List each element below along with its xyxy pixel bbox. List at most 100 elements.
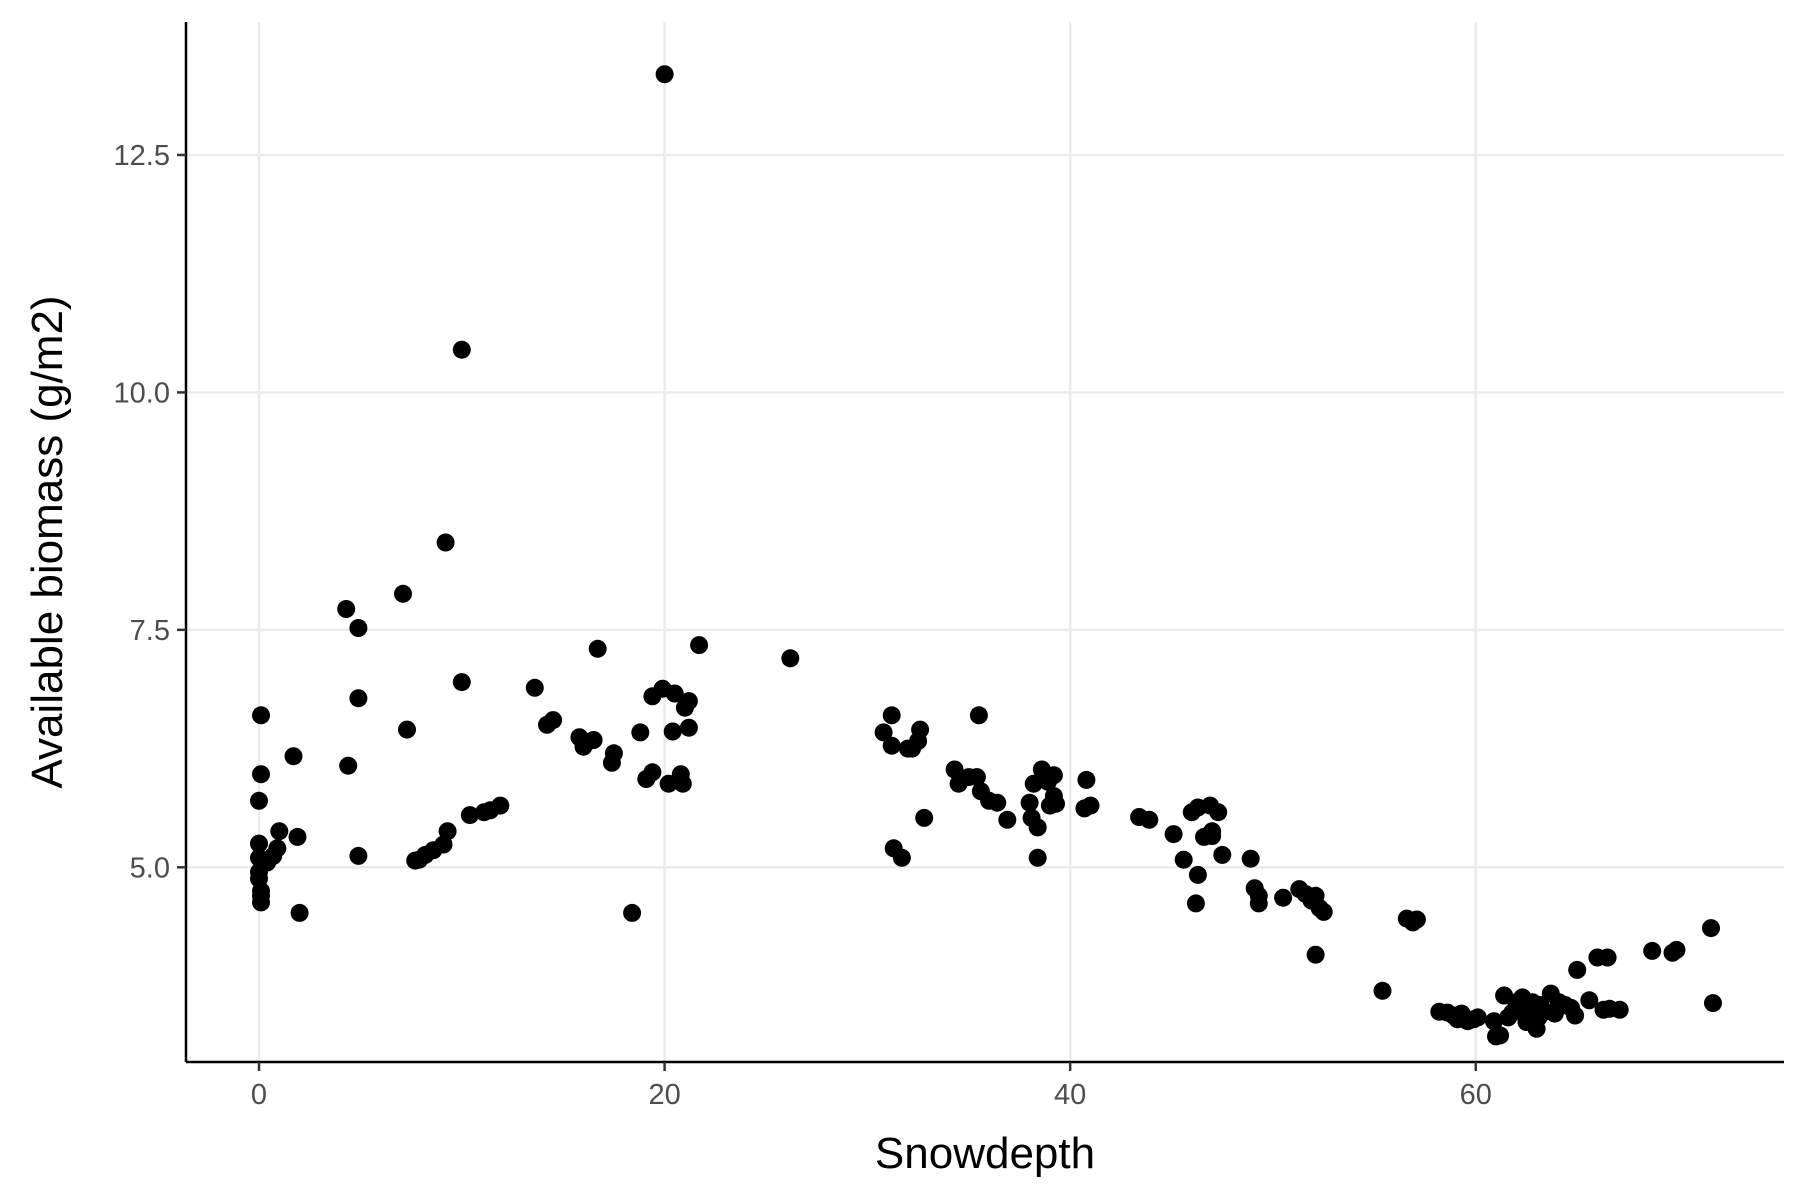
data-point — [252, 706, 270, 725]
data-point — [268, 839, 287, 858]
axes — [184, 22, 1784, 1064]
data-point — [623, 903, 642, 922]
data-point — [1407, 910, 1426, 929]
data-point — [436, 533, 455, 552]
data-point — [1667, 940, 1686, 959]
x-tick-label: 60 — [1460, 1079, 1492, 1111]
y-tick-label: 12.5 — [114, 140, 170, 172]
data-point — [1028, 848, 1047, 867]
x-tick-label: 40 — [1054, 1079, 1086, 1111]
data-point — [998, 810, 1017, 829]
data-point — [679, 692, 698, 711]
data-point — [1485, 1012, 1503, 1031]
tick-marks — [177, 153, 1478, 1071]
data-point — [1568, 960, 1587, 979]
data-point — [631, 723, 650, 742]
data-point — [1249, 894, 1268, 913]
data-point — [284, 747, 303, 766]
data-point — [349, 846, 368, 865]
data-point — [1598, 948, 1617, 967]
data-point — [659, 774, 678, 793]
data-point — [438, 822, 457, 841]
data-point — [679, 718, 698, 737]
data-point — [1314, 902, 1333, 921]
data-point — [1213, 845, 1232, 864]
data-point — [288, 827, 307, 846]
data-point — [1020, 793, 1039, 812]
data-point — [1274, 888, 1293, 907]
data-point — [1077, 770, 1096, 789]
data-point — [1164, 825, 1183, 844]
data-point — [1028, 818, 1047, 837]
data-point — [643, 763, 662, 782]
data-point — [1306, 945, 1325, 964]
data-point — [1468, 1008, 1487, 1027]
data-point — [584, 731, 603, 749]
y-tick-label: 7.5 — [130, 615, 170, 647]
data-point — [339, 756, 358, 775]
x-axis-title: Snowdepth — [875, 1129, 1095, 1178]
data-point — [892, 848, 911, 867]
data-point — [969, 706, 988, 725]
data-point — [882, 736, 901, 755]
data-point — [665, 684, 684, 703]
data-point — [398, 720, 416, 739]
data-point — [604, 744, 623, 763]
tick-labels: 0 20 40 60 5.0 7.5 10.0 12.5 — [114, 140, 1492, 1111]
data-point — [1044, 766, 1063, 785]
data-point — [1580, 991, 1599, 1010]
data-point — [349, 619, 368, 637]
data-point — [1024, 774, 1043, 793]
data-point — [460, 806, 479, 825]
data-point — [1174, 850, 1193, 869]
data-point — [337, 600, 356, 618]
data-point — [1373, 981, 1392, 1000]
x-tick-label: 0 — [251, 1079, 267, 1111]
data-point — [525, 678, 544, 697]
x-tick-label: 20 — [648, 1079, 680, 1111]
data-point — [252, 893, 270, 912]
data-point — [1566, 1006, 1585, 1025]
data-point — [1203, 822, 1222, 841]
data-point — [1140, 810, 1159, 829]
data-point — [250, 791, 268, 810]
data-point — [882, 706, 901, 725]
data-point — [349, 689, 368, 708]
data-point — [544, 711, 563, 730]
y-tick-label: 5.0 — [130, 852, 170, 884]
data-point — [1610, 1000, 1629, 1019]
data-point — [1702, 919, 1720, 938]
data-point — [1186, 894, 1205, 913]
data-point — [270, 822, 289, 841]
data-point — [1704, 994, 1722, 1013]
data-point — [452, 340, 471, 359]
data-points — [250, 65, 1722, 1046]
grid-lines — [186, 22, 1784, 1062]
data-point — [911, 720, 930, 739]
data-point — [988, 793, 1007, 812]
data-point — [967, 768, 986, 787]
data-point — [673, 774, 692, 793]
y-tick-label: 10.0 — [114, 377, 170, 409]
data-point — [250, 834, 268, 853]
data-point — [945, 760, 964, 779]
data-point — [290, 903, 309, 922]
data-point — [1643, 941, 1662, 960]
data-point — [452, 673, 471, 692]
data-point — [690, 636, 709, 655]
data-point — [252, 765, 270, 784]
data-point — [781, 649, 800, 668]
data-point — [1209, 803, 1228, 822]
data-point — [588, 639, 607, 658]
data-point — [1491, 1026, 1510, 1045]
data-point — [1188, 865, 1207, 884]
data-point — [1081, 796, 1100, 815]
data-point — [1047, 794, 1065, 813]
data-point — [394, 584, 412, 603]
data-point — [663, 722, 682, 741]
data-point — [915, 808, 934, 827]
data-point — [1241, 849, 1260, 868]
data-point — [491, 796, 510, 815]
